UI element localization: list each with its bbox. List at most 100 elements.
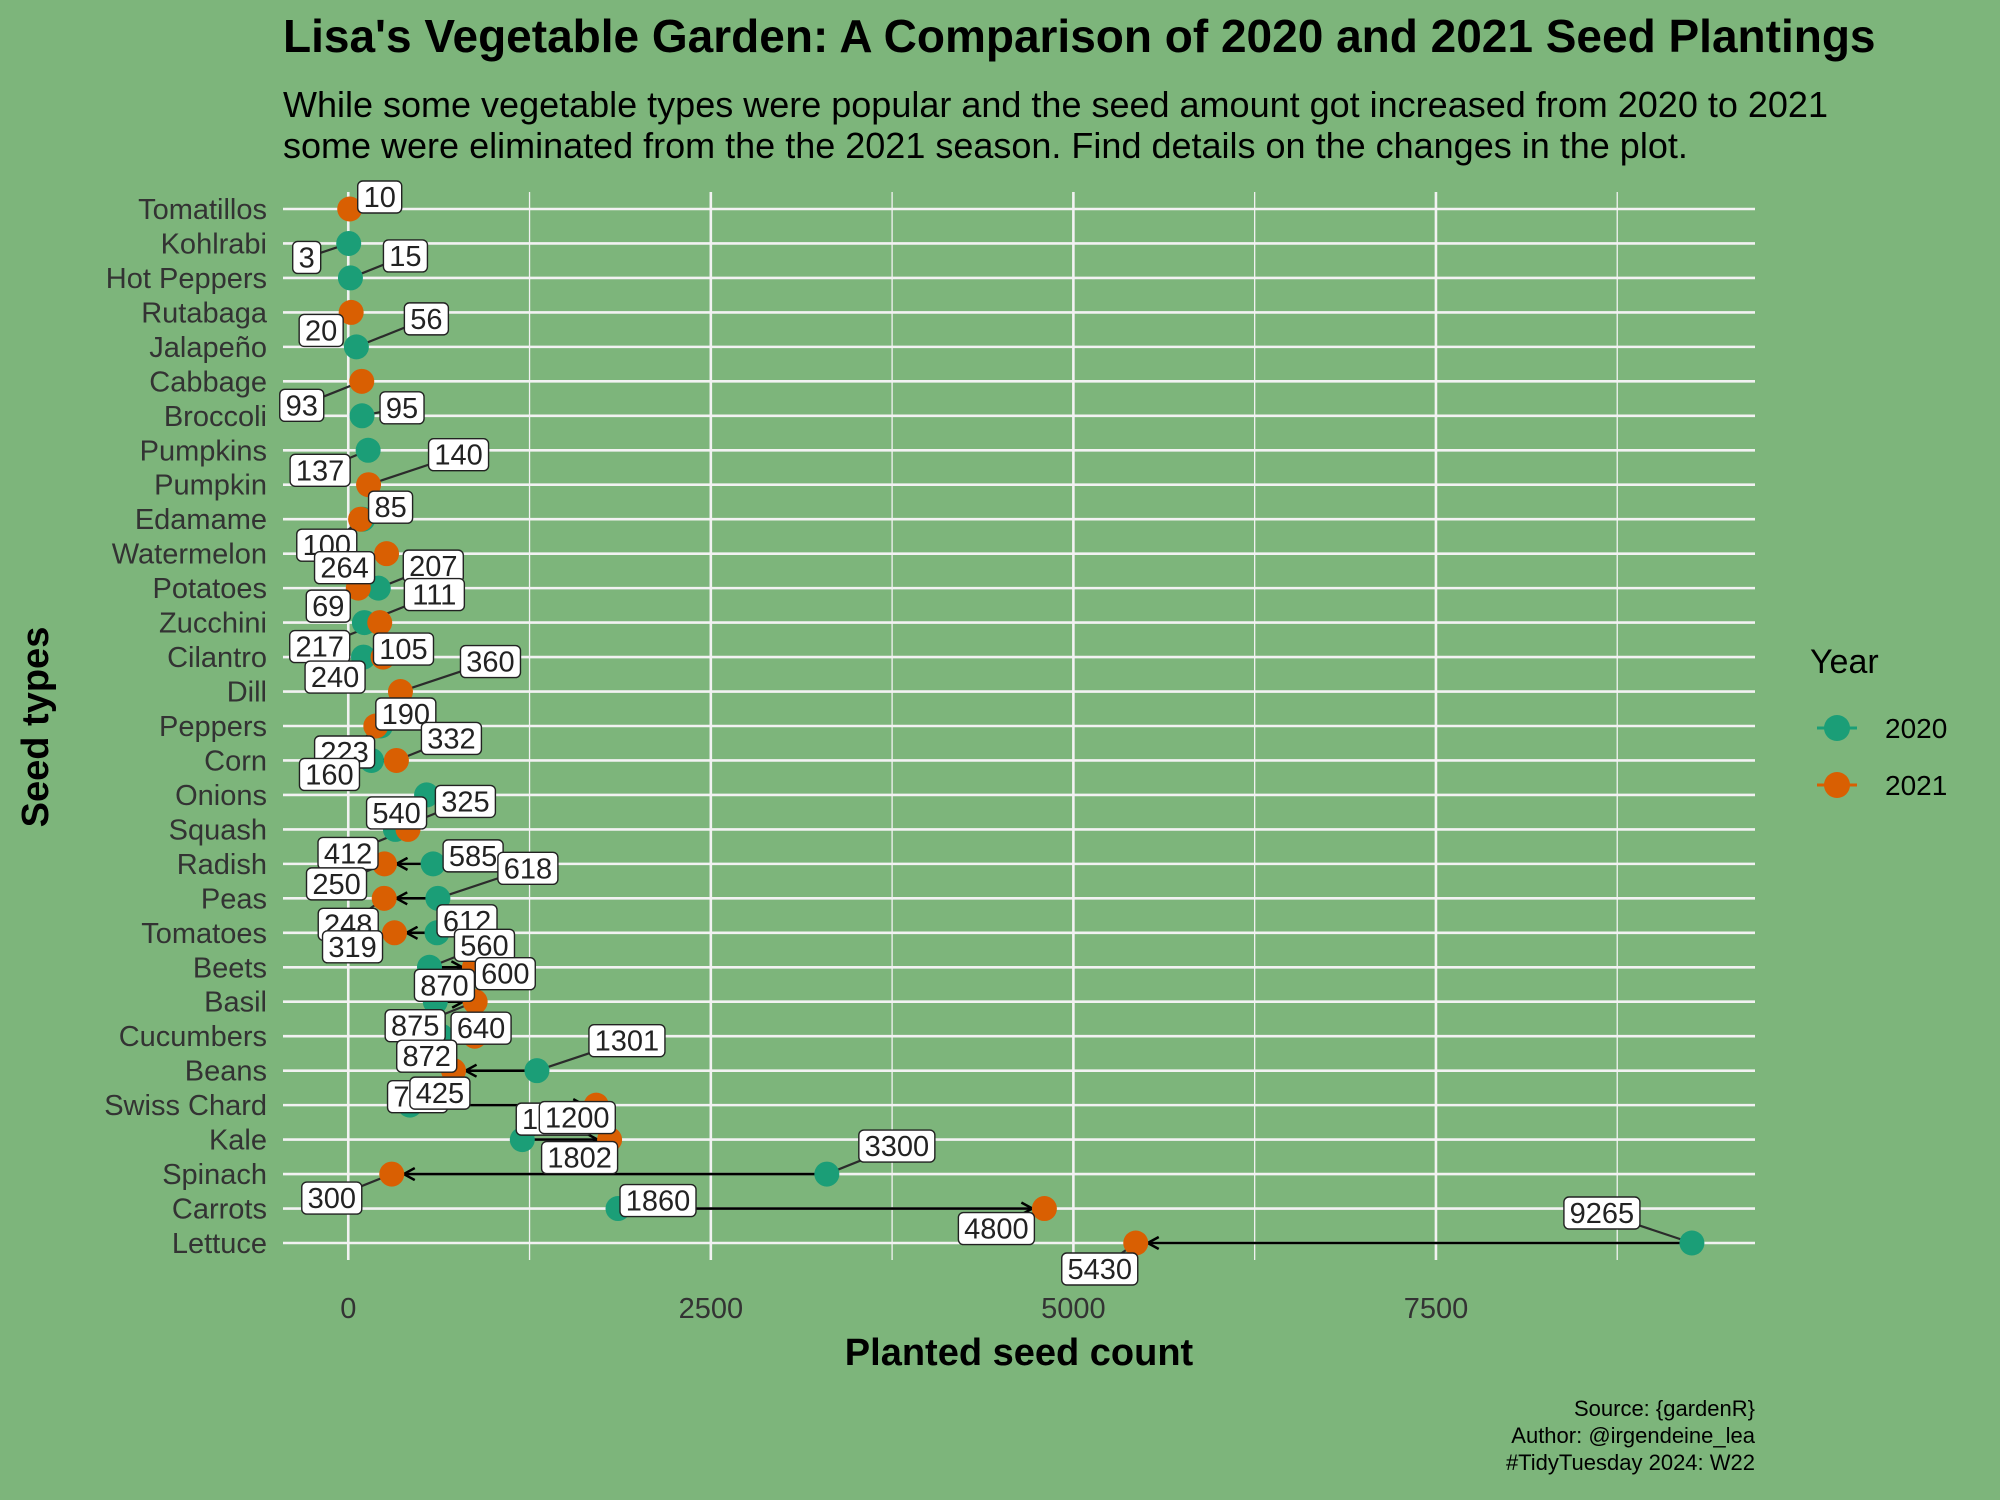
data-label-box-2021-watermelon [313,550,376,585]
y-tick-label-tomatillos: Tomatillos [138,194,267,226]
data-label-box-2020-broccoli [379,391,425,425]
data-label-2020-spinach: 3300 [865,1131,930,1163]
data-label-2021-tomatoes: 319 [328,932,376,964]
data-label-2021-spinach: 300 [308,1183,356,1215]
y-tick-label-jalape-o: Jalapeño [149,332,267,364]
y-tick-label-radish: Radish [177,849,267,881]
legend-label-2020: 2020 [1885,713,1947,744]
y-tick-label-edamame: Edamame [135,504,267,536]
y-tick-label-broccoli: Broccoli [164,401,267,433]
data-label-box-2021-spinach [301,1181,363,1215]
point-2020-beans [524,1058,550,1084]
grid [283,192,1755,1260]
data-label-2021-cabbage: 93 [286,390,318,422]
data-label-box-2021-corn [420,721,483,756]
data-label-2021-rutabaga: 20 [305,315,337,347]
data-label-2021-squash: 412 [324,838,372,870]
point-2021-watermelon [374,541,400,567]
x-tick-label-7500: 7500 [1404,1293,1469,1325]
data-label-2020-peas: 618 [504,853,552,885]
data-label-box-2021-potatoes [305,589,351,623]
data-label-box-2021-pumpkin [427,438,490,472]
data-label-2021-zucchini: 217 [296,632,344,664]
y-tick-label-rutabaga: Rutabaga [141,297,268,329]
y-tick-label-onions: Onions [175,780,267,812]
y-axis-title: Seed types [15,627,57,828]
point-2020-lettuce [1679,1230,1705,1256]
data-label-box-2020-hot-peppers [382,239,429,273]
y-tick-label-carrots: Carrots [172,1194,267,1226]
data-label-2020-zucchini: 111 [412,580,456,612]
data-label-box-2021-kale [540,1140,619,1175]
y-tick-label-kohlrabi: Kohlrabi [161,228,267,260]
data-label-box-2020-onions [365,796,428,830]
data-label-2021-lettuce: 5430 [1067,1254,1132,1286]
y-tick-label-pumpkins: Pumpkins [140,435,267,467]
data-label-box-2020-pumpkins [289,453,351,487]
data-label-2020-basil: 600 [481,959,529,991]
point-2021-rutabaga [338,299,364,325]
data-label-box-2020-cucumbers [450,1011,512,1045]
y-tick-label-watermelon: Watermelon [112,539,267,571]
data-label-box-2020-swiss-chard [409,1076,471,1110]
data-label-2021-dill: 360 [466,647,514,679]
data-label-box-2020-squash [434,784,497,819]
data-label-2021-kale: 1802 [547,1143,612,1175]
data-label-2021-beets: 870 [420,970,468,1002]
y-tick-label-spinach: Spinach [162,1159,267,1191]
point-2021-lettuce [1123,1230,1149,1256]
data-label-2020-lettuce: 9265 [1570,1198,1635,1230]
point-2021-tomatoes [382,920,408,946]
data-label-2021-corn: 332 [427,723,475,755]
y-tick-label-swiss-chard: Swiss Chard [104,1090,267,1122]
y-tick-label-potatoes: Potatoes [153,573,267,605]
data-label-2021-carrots: 4800 [964,1214,1029,1246]
y-tick-label-beets: Beets [193,952,267,984]
point-2020-jalape-o [343,334,369,360]
point-2021-edamame [348,506,374,532]
y-tick-label-squash: Squash [169,814,267,846]
point-2020-kohlrabi [336,230,362,256]
point-2021-peas [371,885,397,911]
y-tick-label-peas: Peas [201,883,267,915]
data-label-box-2021-lettuce [1061,1252,1139,1286]
data-label-box-2020-peas [497,851,559,886]
point-2021-spinach [379,1161,405,1187]
legend-title: Year [1810,643,1879,681]
data-label-2020-kohlrabi: 3 [299,242,315,274]
data-label-box-2020-zucchini [403,577,466,612]
data-label-box-2020-cilantro [372,632,435,666]
data-label-2021-basil: 875 [391,1011,439,1043]
data-label-box-2021-cilantro [304,660,366,694]
chart-subtitle-line-1: While some vegetable types were popular … [283,84,1828,125]
y-tick-label-beans: Beans [185,1056,267,1088]
legend-label-2021: 2021 [1885,770,1947,801]
data-label-2020-potatoes: 207 [409,551,457,583]
data-label-2021-pumpkin: 140 [434,440,482,472]
data-label-2020-squash: 325 [441,786,489,818]
caption-tidytuesday: #TidyTuesday 2024: W22 [1506,1450,1755,1475]
y-tick-label-tomatoes: Tomatoes [141,918,267,950]
data-label-box-2021-carrots [957,1211,1036,1246]
caption-author: Author: @irgendeine_lea [1511,1423,1755,1448]
data-label-2021-watermelon: 264 [320,553,368,585]
y-tick-label-lettuce: Lettuce [172,1228,267,1260]
data-label-2021-potatoes: 69 [312,591,344,623]
legend-key-2021 [1824,772,1850,798]
y-tick-label-cucumbers: Cucumbers [119,1021,267,1053]
y-tick-label-kale: Kale [209,1125,267,1157]
y-tick-label-cabbage: Cabbage [149,366,267,398]
data-label-2020-carrots: 1860 [626,1186,691,1218]
data-label-2020-cilantro: 105 [379,634,427,666]
data-label-box-2020-jalape-o [403,302,450,336]
point-2020-hot-peppers [337,265,363,291]
data-label-2020-corn: 160 [305,759,353,791]
data-label-2020-hot-peppers: 15 [389,241,421,273]
point-2021-cabbage [349,368,375,394]
data-label-2020-beans: 1301 [595,1026,660,1058]
data-label-box-2021-rutabaga [298,313,344,348]
data-label-box-2020-corn [298,757,361,792]
y-tick-label-peppers: Peppers [159,711,267,743]
